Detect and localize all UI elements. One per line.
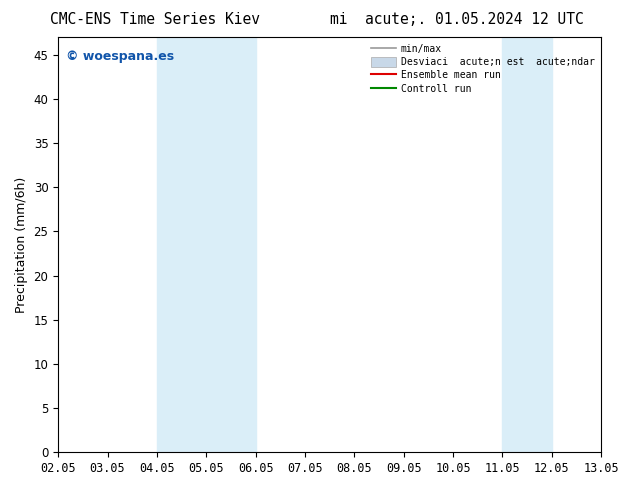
- Text: © woespana.es: © woespana.es: [67, 49, 174, 63]
- Text: CMC-ENS Time Series Kiev        mi  acute;. 01.05.2024 12 UTC: CMC-ENS Time Series Kiev mi acute;. 01.0…: [50, 12, 584, 27]
- Y-axis label: Precipitation (mm/6h): Precipitation (mm/6h): [15, 176, 28, 313]
- Bar: [157, 37, 256, 452]
- Bar: [503, 37, 552, 452]
- Legend: min/max, Desviaci  acute;n est  acute;ndar, Ensemble mean run, Controll run: min/max, Desviaci acute;n est acute;ndar…: [370, 42, 597, 96]
